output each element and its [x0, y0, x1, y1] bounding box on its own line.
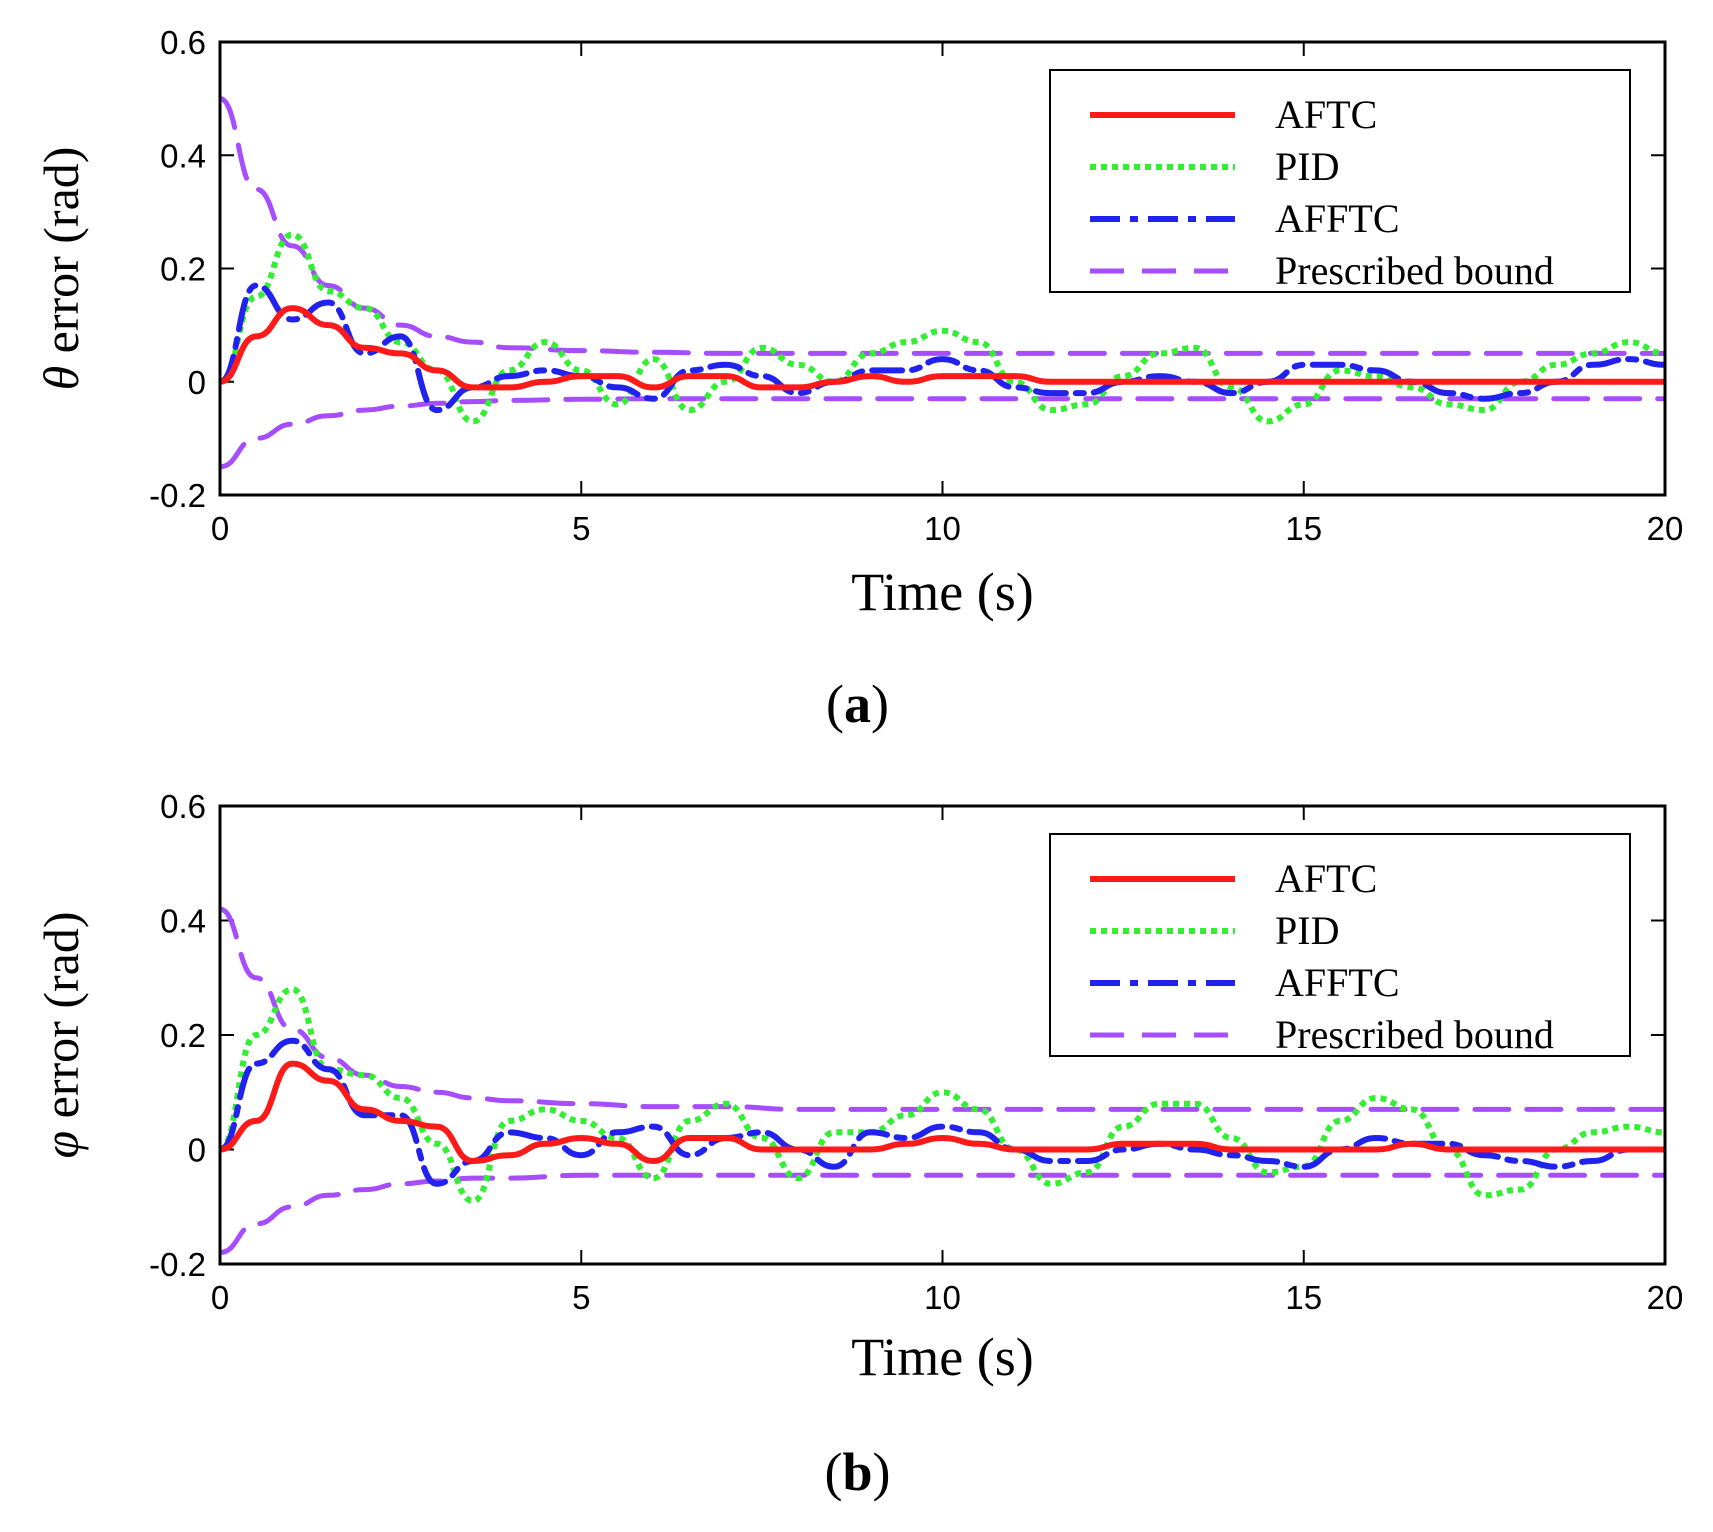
- y-tick-label: 0.6: [160, 788, 206, 825]
- chart-panel-b: -0.200.20.40.6 0 5 10 15 20 φ error (rad) Ti…: [33, 788, 1683, 1502]
- y-tick-label: 0.2: [160, 251, 206, 288]
- legend: AFTC PID AFFTC Prescribed bound: [1049, 833, 1631, 1057]
- panel-label: (b): [824, 1442, 890, 1502]
- x-tick-label: 5: [572, 510, 590, 547]
- x-axis-label: Time (s): [851, 1327, 1034, 1387]
- series-line-afftc: [220, 1037, 1665, 1187]
- series-line-aftc: [220, 305, 1665, 391]
- series-line-afftc: [220, 282, 1665, 414]
- y-tick-label: 0: [188, 1132, 206, 1169]
- legend-label: AFTC: [1275, 92, 1377, 137]
- y-tick-label: 0.6: [160, 24, 206, 61]
- legend-box: [1049, 69, 1631, 293]
- chart-panel-a: -0.200.20.40.6 0 5 10 15 20 θ error (rad) Ti…: [33, 24, 1683, 734]
- axes-frame: [218, 40, 1667, 497]
- y-tick-label: -0.2: [149, 1246, 206, 1283]
- legend-label: Prescribed bound: [1275, 1012, 1554, 1057]
- x-tick-label: 0: [211, 1279, 229, 1316]
- legend-label: Prescribed bound: [1275, 248, 1554, 293]
- axes-frame: [218, 804, 1667, 1266]
- series-line-pid: [220, 986, 1665, 1205]
- legend-box: [1049, 833, 1631, 1057]
- y-axis-label: θ error (rad): [33, 147, 89, 391]
- panel-label: (a): [826, 674, 889, 734]
- y-tick-label: 0.4: [160, 903, 206, 940]
- x-tick-label: 15: [1285, 510, 1322, 547]
- legend-label: AFTC: [1275, 856, 1377, 901]
- legend-label: AFFTC: [1275, 196, 1400, 241]
- series-line-prescribed-bound-lower: [220, 1172, 1665, 1255]
- legend-label: PID: [1275, 144, 1339, 189]
- x-tick-label: 10: [924, 510, 961, 547]
- x-tick-label: 20: [1647, 1279, 1684, 1316]
- y-tick-label: -0.2: [149, 477, 206, 514]
- y-tick-label: 0.2: [160, 1017, 206, 1054]
- series-line-prescribed-bound-lower: [220, 396, 1665, 470]
- legend: AFTC PID AFFTC Prescribed bound: [1049, 69, 1631, 293]
- x-tick-label: 15: [1285, 1279, 1322, 1316]
- x-tick-label: 20: [1647, 510, 1684, 547]
- x-axis-label: Time (s): [851, 562, 1034, 622]
- y-axis-label: φ error (rad): [33, 912, 89, 1159]
- x-tick-label: 10: [924, 1279, 961, 1316]
- y-tick-label: 0.4: [160, 137, 206, 174]
- y-tick-label: 0: [188, 364, 206, 401]
- x-tick-label: 5: [572, 1279, 590, 1316]
- series-line-aftc: [220, 1060, 1665, 1165]
- x-tick-label: 0: [211, 510, 229, 547]
- legend-label: PID: [1275, 908, 1339, 953]
- legend-label: AFFTC: [1275, 960, 1400, 1005]
